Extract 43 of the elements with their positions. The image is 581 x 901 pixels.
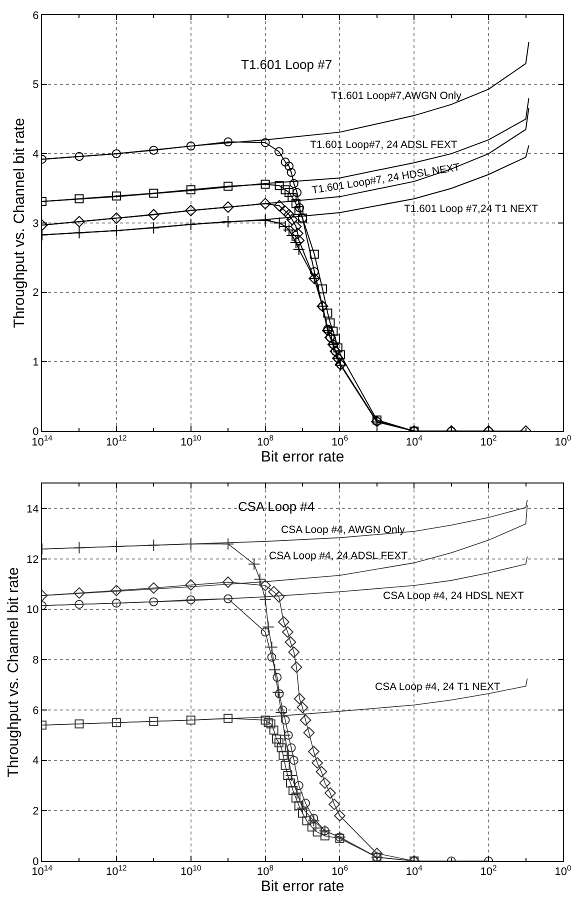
annotation: T1.601 Loop#7,AWGN Only: [331, 90, 462, 102]
annotation: CSA Loop #4, 24 HDSL NEXT: [383, 590, 524, 602]
x-tick-label: 10$^{0}$: [554, 434, 572, 448]
y-axis-title: Throughput vs. Channel bit rate: [10, 118, 28, 328]
y-tick-label: 4: [32, 148, 39, 161]
y-tick-label: 0: [32, 426, 39, 438]
annotation: T1.601 Loop#7, 24 HDSL NEXT: [311, 161, 462, 197]
y-tick-label: 12: [26, 554, 39, 566]
x-tick-label: 10$^{2}$: [480, 864, 497, 878]
x-tick-label: 10$^{8}$: [257, 864, 274, 878]
x-tick-label: 10$^{0}$: [554, 864, 572, 878]
annotation: CSA Loop #4, AWGN Only: [281, 524, 406, 536]
y-axis-title: Throughput vs. Channel bit rate: [4, 567, 22, 778]
text: T1.601 Loop #7: [241, 57, 332, 72]
x-tick-label: 10$^{10}$: [180, 434, 202, 448]
y-tick-label: 6: [32, 704, 39, 717]
x-axis-title: Bit error rate: [260, 448, 344, 466]
y-tick-label: 2: [32, 287, 39, 300]
y-tick-label: 2: [32, 806, 39, 818]
annotation: T1.601 Loop #7,24 T1 NEXT: [404, 203, 539, 215]
y-tick-label: 10: [26, 604, 39, 616]
y-tick-label: 8: [32, 654, 39, 667]
x-tick-label: 10$^{6}$: [331, 864, 348, 878]
y-tick-label: 3: [32, 218, 39, 230]
x-tick-label: 10$^{2}$: [480, 434, 497, 448]
x-tick-label: 10$^{8}$: [257, 434, 274, 448]
x-tick-label: 10$^{4}$: [406, 434, 424, 448]
y-tick-label: 6: [32, 10, 39, 22]
annotation: CSA Loop #4, 24 T1 NEXT: [375, 681, 501, 693]
y-tick-label: 4: [32, 755, 39, 768]
x-tick-label: 10$^{10}$: [180, 864, 202, 878]
x-tick-label: 10$^{4}$: [406, 864, 424, 878]
annotation: CSA Loop #4, 24 ADSL FEXT: [269, 550, 408, 562]
y-tick-label: 0: [32, 856, 39, 868]
x-axis-title: Bit error rate: [260, 878, 344, 896]
y-tick-label: 5: [32, 79, 39, 92]
y-tick-label: 14: [26, 504, 39, 516]
x-tick-label: 10$^{12}$: [106, 864, 127, 878]
x-tick-label: 10$^{12}$: [106, 434, 127, 448]
text: CSA Loop #4: [238, 499, 315, 514]
x-tick-label: 10$^{6}$: [331, 434, 348, 448]
y-tick-label: 1: [32, 356, 39, 369]
annotation: T1.601 Loop#7, 24 ADSL FEXT: [310, 139, 458, 151]
